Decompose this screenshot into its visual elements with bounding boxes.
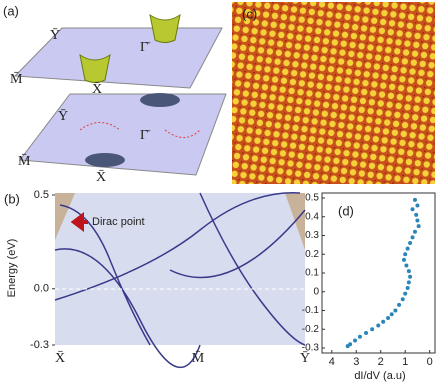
annotation: Dirac point	[92, 216, 145, 228]
point	[403, 291, 408, 296]
point	[412, 229, 417, 234]
x-tick-label: 3	[353, 356, 359, 368]
spectrum	[55, 193, 305, 345]
point	[376, 323, 381, 328]
point-label: M̄	[18, 154, 31, 170]
point	[416, 224, 421, 229]
point	[410, 207, 415, 212]
y-tick-label: -0.2	[302, 324, 320, 335]
panel-label: (a)	[3, 3, 19, 18]
point	[410, 235, 415, 240]
axis-label: Energy (eV)	[6, 239, 18, 298]
point	[353, 338, 358, 343]
y-tick-label: -0.3	[30, 339, 49, 351]
point	[400, 297, 405, 302]
y-tick-label: 0.5	[305, 193, 319, 204]
stm-image	[232, 2, 435, 184]
band	[54, 192, 306, 368]
plane	[13, 27, 223, 89]
pocket	[85, 153, 125, 167]
point	[357, 334, 362, 339]
panel-label: (c)	[242, 6, 257, 21]
dirac-cone	[79, 13, 181, 83]
y-tick-label: 0	[313, 286, 319, 297]
y-tick-label: 0.1	[305, 268, 319, 279]
arrow	[70, 212, 88, 232]
point	[345, 344, 350, 349]
panel-label: (d)	[338, 203, 354, 218]
x-tick-label: 0	[427, 356, 433, 368]
point	[393, 308, 398, 313]
point-label: Ȳ	[58, 108, 68, 124]
point	[408, 241, 413, 245]
point	[405, 246, 410, 251]
y-tick-label: 0.4	[305, 211, 319, 222]
y-tick-label: 0.3	[305, 230, 319, 241]
point-label: Γ̄	[140, 128, 151, 143]
pocket	[140, 93, 180, 107]
y-tick-label: 0.5	[34, 189, 49, 201]
y-tick-label: 0.0	[34, 283, 49, 295]
x-tick-label: Ȳ	[300, 350, 310, 366]
panel-label: (b)	[4, 191, 20, 206]
point-label: X̄	[92, 82, 102, 98]
point	[415, 203, 420, 208]
x-tick-label: 4	[329, 356, 335, 368]
point	[415, 218, 420, 223]
x-tick-label: X̄	[55, 351, 65, 367]
point-label: M̄	[10, 72, 23, 88]
contour	[79, 122, 201, 138]
y-tick-label: -0.3	[302, 343, 320, 354]
point	[414, 212, 419, 217]
plane	[19, 93, 227, 176]
point-label: Γ̄	[140, 40, 151, 55]
point	[381, 319, 386, 324]
axis-label: dI/dV (a.u)	[354, 370, 405, 382]
point	[386, 316, 391, 320]
point	[403, 252, 408, 257]
point	[412, 197, 417, 202]
point-label: Ȳ	[50, 27, 60, 43]
y-tick-label: 0.2	[305, 249, 319, 260]
point	[406, 280, 411, 285]
point	[408, 274, 413, 279]
point	[364, 331, 369, 335]
point	[404, 263, 409, 268]
point	[405, 286, 410, 290]
point	[370, 327, 375, 332]
point	[406, 269, 411, 274]
point	[401, 257, 406, 262]
x-tick-label: M̄	[192, 351, 205, 367]
point	[389, 312, 394, 317]
point-label: X̄	[96, 170, 106, 186]
y-tick-label: -0.1	[302, 305, 320, 316]
x-tick-label: 2	[378, 356, 384, 368]
x-tick-label: 1	[402, 356, 408, 368]
point	[397, 302, 402, 307]
